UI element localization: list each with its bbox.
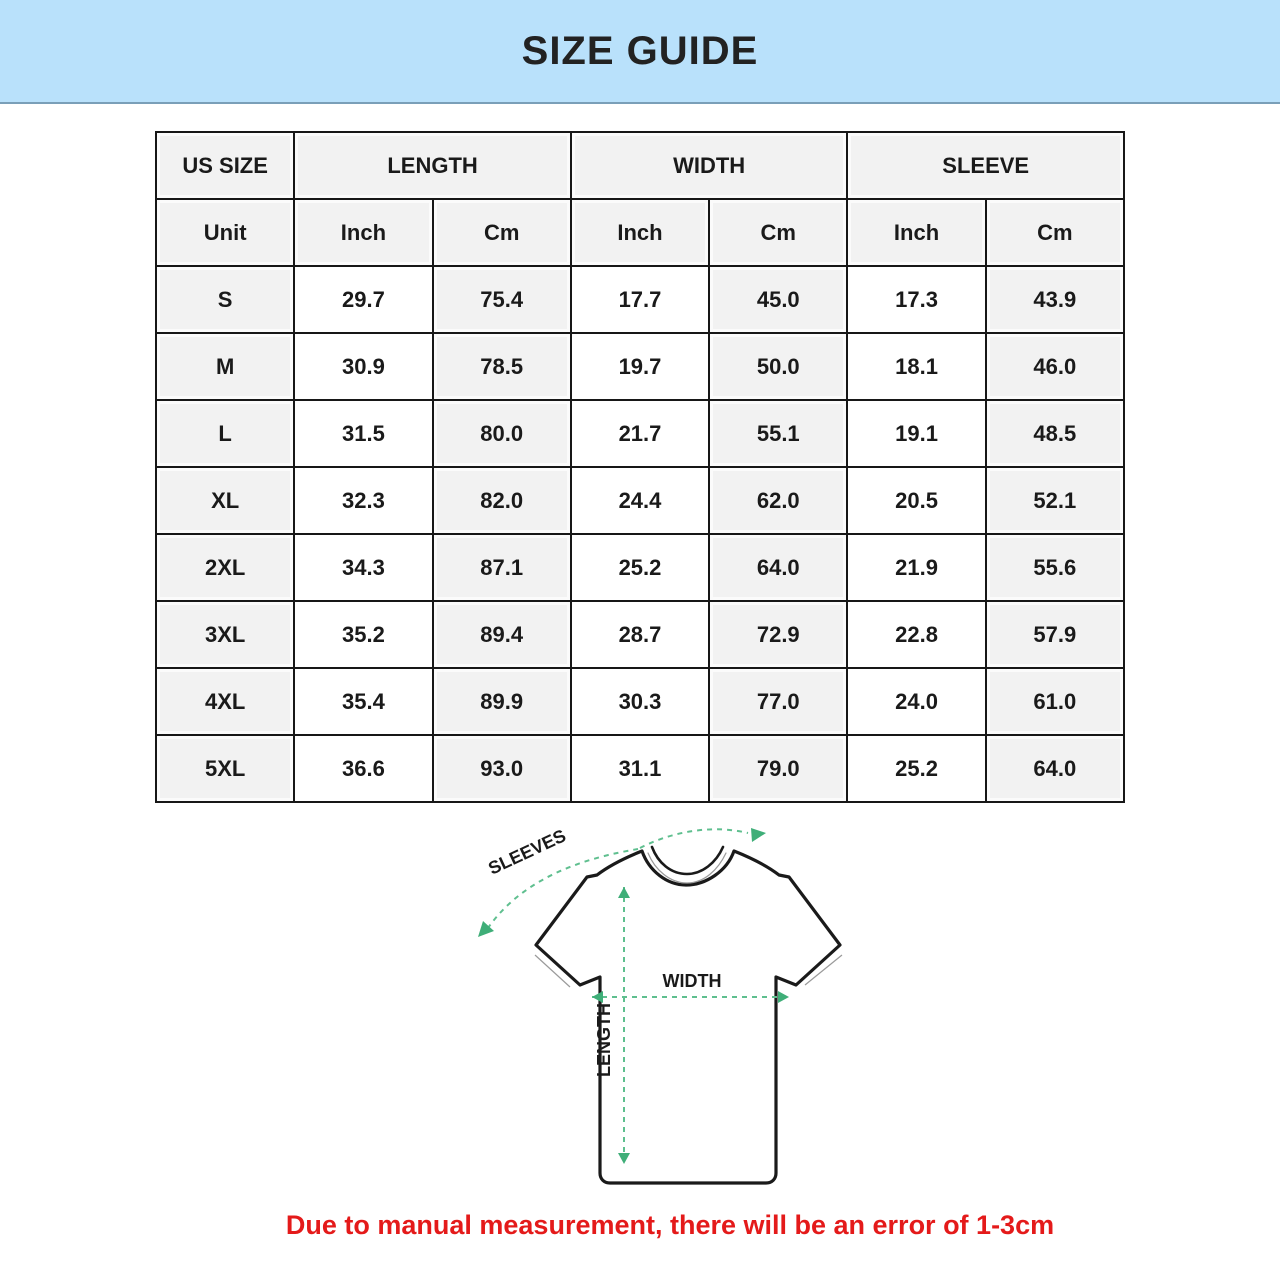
svg-text:SLEEVES: SLEEVES: [485, 825, 569, 878]
svg-text:WIDTH: WIDTH: [663, 971, 722, 991]
svg-text:LENGTH: LENGTH: [594, 1003, 614, 1077]
